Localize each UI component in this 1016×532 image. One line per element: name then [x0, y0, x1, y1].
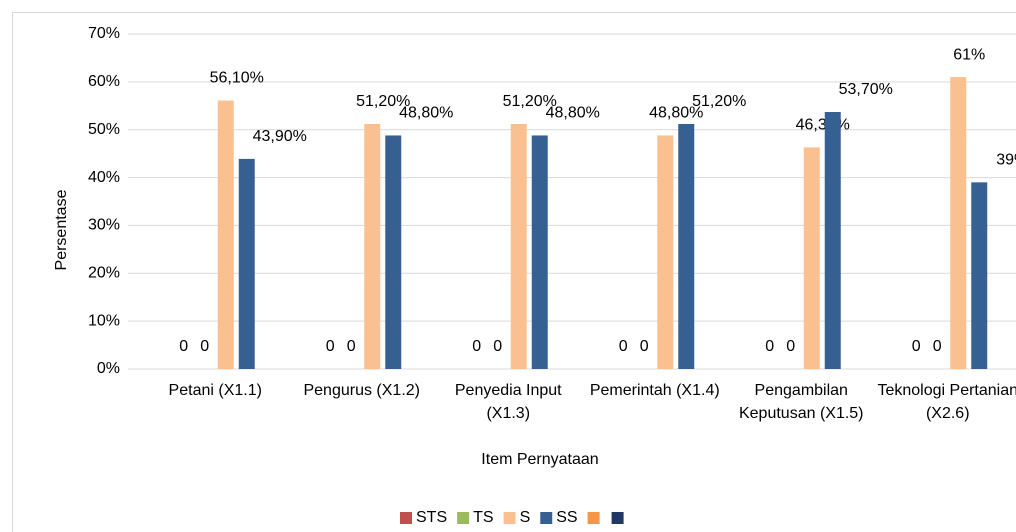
data-label: 39%	[996, 152, 1016, 169]
data-label: 46,30%	[796, 117, 850, 134]
bar	[364, 123, 381, 369]
legend-label: SS	[556, 509, 577, 526]
data-label: 61%	[953, 46, 985, 63]
x-axis-title: Item Pernyataan	[481, 451, 598, 468]
chart-border	[12, 12, 1016, 532]
legend-swatch	[587, 512, 600, 524]
bar	[531, 135, 548, 369]
y-tick-label: 10%	[88, 312, 120, 329]
data-label: 53,70%	[839, 81, 893, 98]
bar	[510, 123, 527, 369]
bar	[657, 135, 674, 369]
data-label: 56,10%	[210, 70, 264, 87]
data-label: 0	[912, 338, 921, 355]
x-tick-label: Petani (X1.1)	[168, 382, 262, 399]
data-label: 0	[493, 338, 502, 355]
bar	[824, 112, 841, 369]
bar	[217, 100, 234, 370]
bar	[385, 135, 402, 369]
y-axis-title: Persentase	[53, 189, 70, 270]
y-tick-label: 20%	[88, 265, 120, 282]
y-tick-label: 70%	[88, 25, 120, 42]
x-tick-label: Pengambilan Keputusan (X1.5)	[738, 382, 864, 422]
data-label: 43,90%	[253, 128, 307, 145]
y-tick-label: 0%	[97, 360, 120, 377]
data-label: 0	[200, 338, 209, 355]
data-label: 0	[326, 338, 335, 355]
data-label: 0	[619, 338, 628, 355]
y-tick-label: 60%	[88, 73, 120, 90]
data-label: 0	[472, 338, 481, 355]
data-label: 0	[179, 338, 188, 355]
data-label: 48,80%	[649, 105, 703, 122]
data-label: 51,20%	[356, 93, 410, 110]
x-tick-label: Pengurus (X1.2)	[303, 382, 420, 399]
legend-label: STS	[416, 509, 447, 526]
y-tick-label: 30%	[88, 217, 120, 234]
legend-label: S	[520, 509, 531, 526]
bar	[950, 77, 967, 370]
data-label: 51,20%	[692, 93, 746, 110]
legend-swatch	[503, 512, 516, 524]
data-label: 0	[347, 338, 356, 355]
bar	[678, 123, 695, 369]
x-tick-label: Penyedia Input (X1.3)	[454, 382, 562, 422]
data-label: 0	[933, 338, 942, 355]
x-tick-label: Teknologi Pertanian (X2.6)	[877, 382, 1016, 422]
x-tick-label: Pemerintah (X1.4)	[589, 382, 720, 399]
bar	[803, 147, 820, 369]
legend-swatch	[457, 512, 470, 524]
data-label: 0	[786, 338, 795, 355]
legend-swatch	[540, 512, 553, 524]
legend-swatch	[400, 512, 412, 524]
bar	[238, 158, 255, 369]
data-label: 48,80%	[546, 105, 600, 122]
legend-swatch	[611, 512, 624, 524]
y-tick-label: 40%	[88, 169, 120, 186]
legend-label: TS	[473, 509, 493, 526]
data-label: 0	[765, 338, 774, 355]
data-label: 51,20%	[503, 93, 557, 110]
bar	[971, 182, 988, 369]
y-tick-label: 50%	[88, 121, 120, 138]
data-label: 0	[640, 338, 649, 355]
data-label: 48,80%	[399, 105, 453, 122]
